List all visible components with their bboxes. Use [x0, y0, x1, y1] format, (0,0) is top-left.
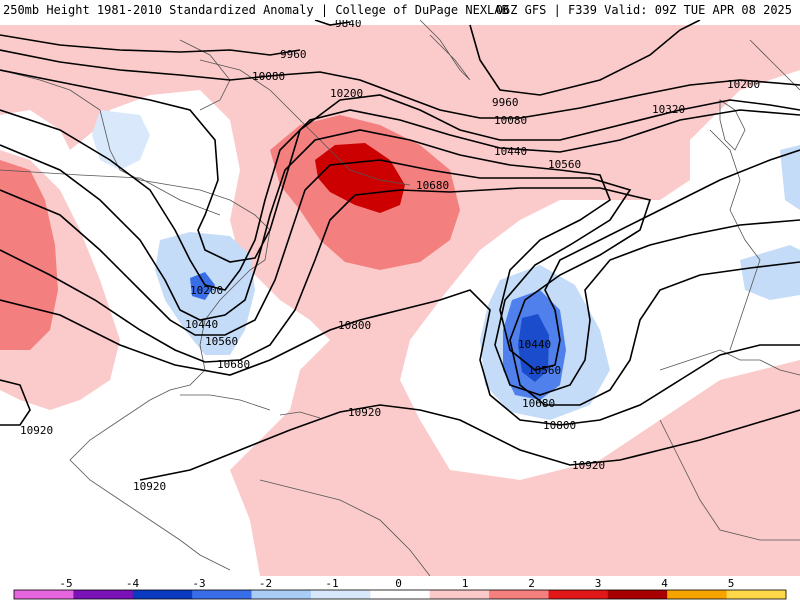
contour-9840 — [314, 20, 351, 26]
negative-anomaly-north-europe — [780, 145, 800, 210]
contour-10680 — [0, 187, 800, 406]
colorbar-frame — [13, 589, 787, 600]
map-title: 250mb Height 1981-2010 Standardized Anom… — [3, 3, 509, 17]
contour-label: 10680 — [416, 179, 449, 192]
contour-10560 — [0, 159, 800, 396]
colorbar-tick-label: 2 — [528, 577, 535, 590]
colorbar-tick-label: -1 — [325, 577, 338, 590]
run-info: 06Z GFS | F339 Valid: 09Z TUE APR 08 202… — [495, 3, 792, 17]
colorbar-tick-label: 5 — [728, 577, 735, 590]
contour-label: 10080 — [494, 114, 527, 127]
contour-10920-south — [139, 404, 800, 481]
contour-9960-east — [469, 20, 701, 96]
contour-label: 10200 — [727, 78, 760, 91]
negative-anomaly-midatlantic-core — [518, 314, 549, 382]
contour-label: 10440 — [518, 338, 551, 351]
colorbar-tick-label: -3 — [192, 577, 205, 590]
contour-label: 9840 — [335, 20, 362, 30]
anomaly-colorbar: -5 -4 -3 -2 -1 0 1 2 3 4 5 — [0, 576, 800, 600]
contour-label: 10560 — [548, 158, 581, 171]
contour-label: 9960 — [492, 96, 519, 109]
colorbar-swatch — [548, 590, 609, 599]
contour-label: 10440 — [494, 145, 527, 158]
contour-label: 10920 — [133, 480, 166, 493]
positive-anomaly-east-atlantic — [560, 370, 800, 576]
contour-label: 10200 — [190, 284, 223, 297]
cuba-coast — [180, 394, 271, 411]
colorbar-tick-label: -4 — [126, 577, 140, 590]
colorbar-tick-label: 3 — [595, 577, 602, 590]
contour-label: 10800 — [338, 319, 371, 332]
contour-label: 9960 — [280, 48, 307, 61]
contour-label: 10680 — [522, 397, 555, 410]
colorbar-swatch — [667, 590, 728, 599]
colorbar-swatch — [14, 590, 74, 599]
hispaniola-coast — [279, 411, 321, 419]
colorbar-tick-label: -5 — [59, 577, 72, 590]
coastlines — [0, 20, 800, 576]
contour-10200 — [0, 69, 800, 263]
negative-anomaly-east-us-core — [190, 272, 215, 300]
africa-coast — [659, 349, 800, 376]
contour-label: 10560 — [528, 364, 561, 377]
contour-label: 10560 — [205, 335, 238, 348]
colorbar-tick-labels: -5 -4 -3 -2 -1 0 1 2 3 4 5 — [59, 577, 734, 599]
positive-anomaly-north — [0, 25, 800, 576]
south-america-coast — [259, 479, 431, 576]
anomaly-shading — [0, 25, 800, 576]
contour-label: 10440 — [185, 318, 218, 331]
contour-10320 — [0, 109, 800, 291]
africa-west-coast — [659, 419, 800, 541]
colorbar-swatch — [726, 590, 787, 599]
contour-label: 10680 — [217, 358, 250, 371]
contour-label: 10920 — [20, 424, 53, 437]
colorbar-swatch — [607, 590, 668, 599]
colorbar-swatch — [429, 590, 490, 599]
greenland-coast — [419, 20, 471, 81]
contour-10920-west — [0, 379, 31, 426]
contour-10440 — [0, 129, 800, 371]
colorbar-swatches — [14, 590, 787, 599]
colorbar-swatch — [132, 590, 193, 599]
colorbar-tick-label: 1 — [462, 577, 469, 590]
contour-9960-west — [0, 34, 301, 56]
contour-label: 10200 — [330, 87, 363, 100]
contour-label: 10920 — [572, 459, 605, 472]
colorbar-swatch — [192, 590, 253, 599]
colorbar-tick-label: -2 — [259, 577, 272, 590]
europe-coast — [709, 129, 761, 351]
contour-labels: 9840 9960 9960 10080 10080 10200 10200 1… — [20, 20, 760, 493]
contour-label: 10080 — [252, 70, 285, 83]
north-america-coast — [0, 69, 271, 571]
contour-label: 10920 — [348, 406, 381, 419]
colorbar-swatch — [251, 590, 312, 599]
negative-anomaly-north-us — [92, 110, 150, 170]
height-contours — [0, 20, 800, 481]
contour-10800 — [0, 289, 800, 426]
colorbar-swatch — [310, 590, 371, 599]
greenland-labrador-coast — [199, 59, 411, 186]
uk-coast — [719, 99, 746, 151]
colorbar-swatch — [489, 590, 549, 599]
colorbar-tick-label: 0 — [395, 577, 402, 590]
contour-10080 — [0, 49, 800, 119]
colorbar-swatch — [370, 590, 431, 599]
colorbar-tick-label: 4 — [661, 577, 668, 590]
header-bar: 250mb Height 1981-2010 Standardized Anom… — [0, 0, 800, 20]
us-canada-border — [0, 169, 221, 216]
negative-anomaly-europe — [740, 245, 800, 300]
colorbar-swatch — [73, 590, 134, 599]
contour-label: 10800 — [543, 419, 576, 432]
height-anomaly-map: 9840 9960 9960 10080 10080 10200 10200 1… — [0, 20, 800, 576]
contour-label: 10320 — [652, 103, 685, 116]
